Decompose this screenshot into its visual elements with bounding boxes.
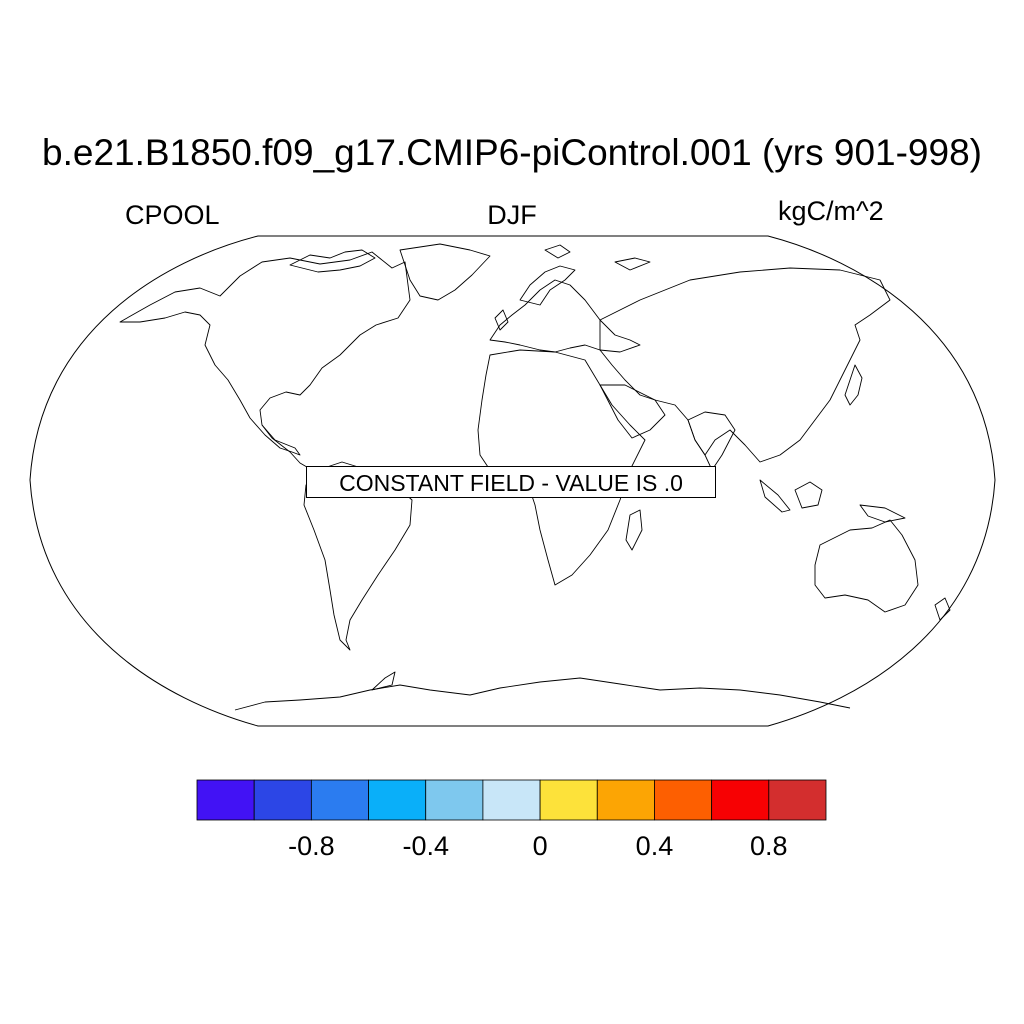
colorbar-box bbox=[368, 779, 427, 821]
coast-arctic-islands bbox=[289, 249, 376, 273]
colorbar-tick-label: -0.8 bbox=[288, 831, 335, 861]
coast-new-guinea bbox=[859, 504, 906, 523]
coast-australia bbox=[814, 519, 919, 613]
colorbar-boxes bbox=[196, 779, 827, 821]
coast-madagascar bbox=[625, 509, 643, 551]
colorbar-box bbox=[425, 779, 484, 821]
coast-scandinavia bbox=[519, 265, 576, 306]
colorbar-box bbox=[768, 779, 827, 821]
colorbar-box bbox=[482, 779, 541, 821]
coast-svalbard bbox=[544, 244, 571, 259]
coast-antarctica bbox=[234, 677, 851, 711]
colorbar-box bbox=[539, 779, 598, 821]
coast-greenland bbox=[399, 243, 491, 301]
plot-title: b.e21.B1850.f09_g17.CMIP6-piControl.001 … bbox=[42, 132, 982, 173]
colorbar-box bbox=[253, 779, 312, 821]
coast-europe bbox=[489, 279, 641, 353]
coastlines bbox=[119, 243, 951, 711]
colorbar-box bbox=[310, 779, 369, 821]
coast-sumatra bbox=[759, 479, 791, 513]
coast-japan bbox=[844, 364, 863, 406]
constant-field-notice: CONSTANT FIELD - VALUE IS .0 bbox=[306, 466, 716, 498]
coast-borneo bbox=[794, 481, 823, 509]
coast-british-isles bbox=[494, 309, 509, 331]
colorbar-tick-label: 0.8 bbox=[750, 831, 788, 861]
colorbar-box bbox=[654, 779, 713, 821]
colorbar-tick-label: -0.4 bbox=[402, 831, 449, 861]
coast-north-america bbox=[119, 251, 411, 456]
colorbar-box bbox=[596, 779, 655, 821]
map-boundary bbox=[29, 235, 996, 727]
colorbar-labels: -0.8 -0.4 0 0.4 0.8 bbox=[288, 831, 787, 861]
season-label: DJF bbox=[487, 200, 537, 230]
colorbar-box bbox=[196, 779, 255, 821]
colorbar-tick-label: 0 bbox=[533, 831, 548, 861]
coast-india bbox=[687, 411, 736, 471]
coast-novaya-zemlya bbox=[614, 257, 651, 271]
coast-antarctic-peninsula bbox=[371, 671, 396, 691]
coast-new-zealand bbox=[934, 597, 951, 621]
units-label: kgC/m^2 bbox=[778, 196, 884, 226]
variable-label: CPOOL bbox=[125, 200, 220, 230]
colorbar-box bbox=[711, 779, 770, 821]
colorbar-tick-label: 0.4 bbox=[636, 831, 674, 861]
coast-arabia bbox=[599, 384, 666, 439]
